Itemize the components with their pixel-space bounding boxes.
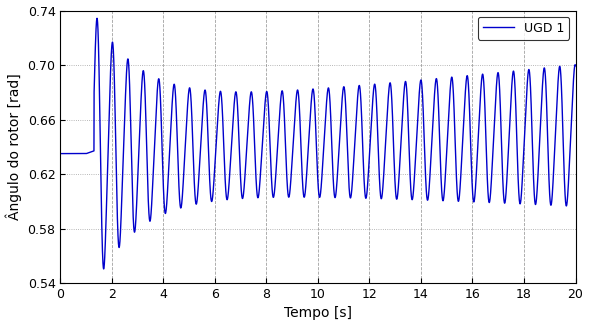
- UGD 1: [358, 106, 365, 110]
- UGD 1: [100, 267, 107, 271]
- UGD 1: [94, 16, 101, 20]
- Legend: UGD 1: UGD 1: [478, 17, 569, 40]
- Y-axis label: Ângulo do rotor [rad]: Ângulo do rotor [rad]: [5, 73, 22, 220]
- UGD 1: [547, 203, 554, 207]
- X-axis label: Tempo [s]: Tempo [s]: [284, 306, 352, 320]
- UGD 1: [110, 49, 117, 53]
- UGD 1: [572, 64, 579, 67]
- UGD 1: [57, 152, 64, 156]
- UGD 1: [158, 122, 165, 126]
- UGD 1: [412, 150, 419, 154]
- UGD 1: [406, 147, 413, 151]
- Line: UGD 1: UGD 1: [61, 18, 575, 269]
